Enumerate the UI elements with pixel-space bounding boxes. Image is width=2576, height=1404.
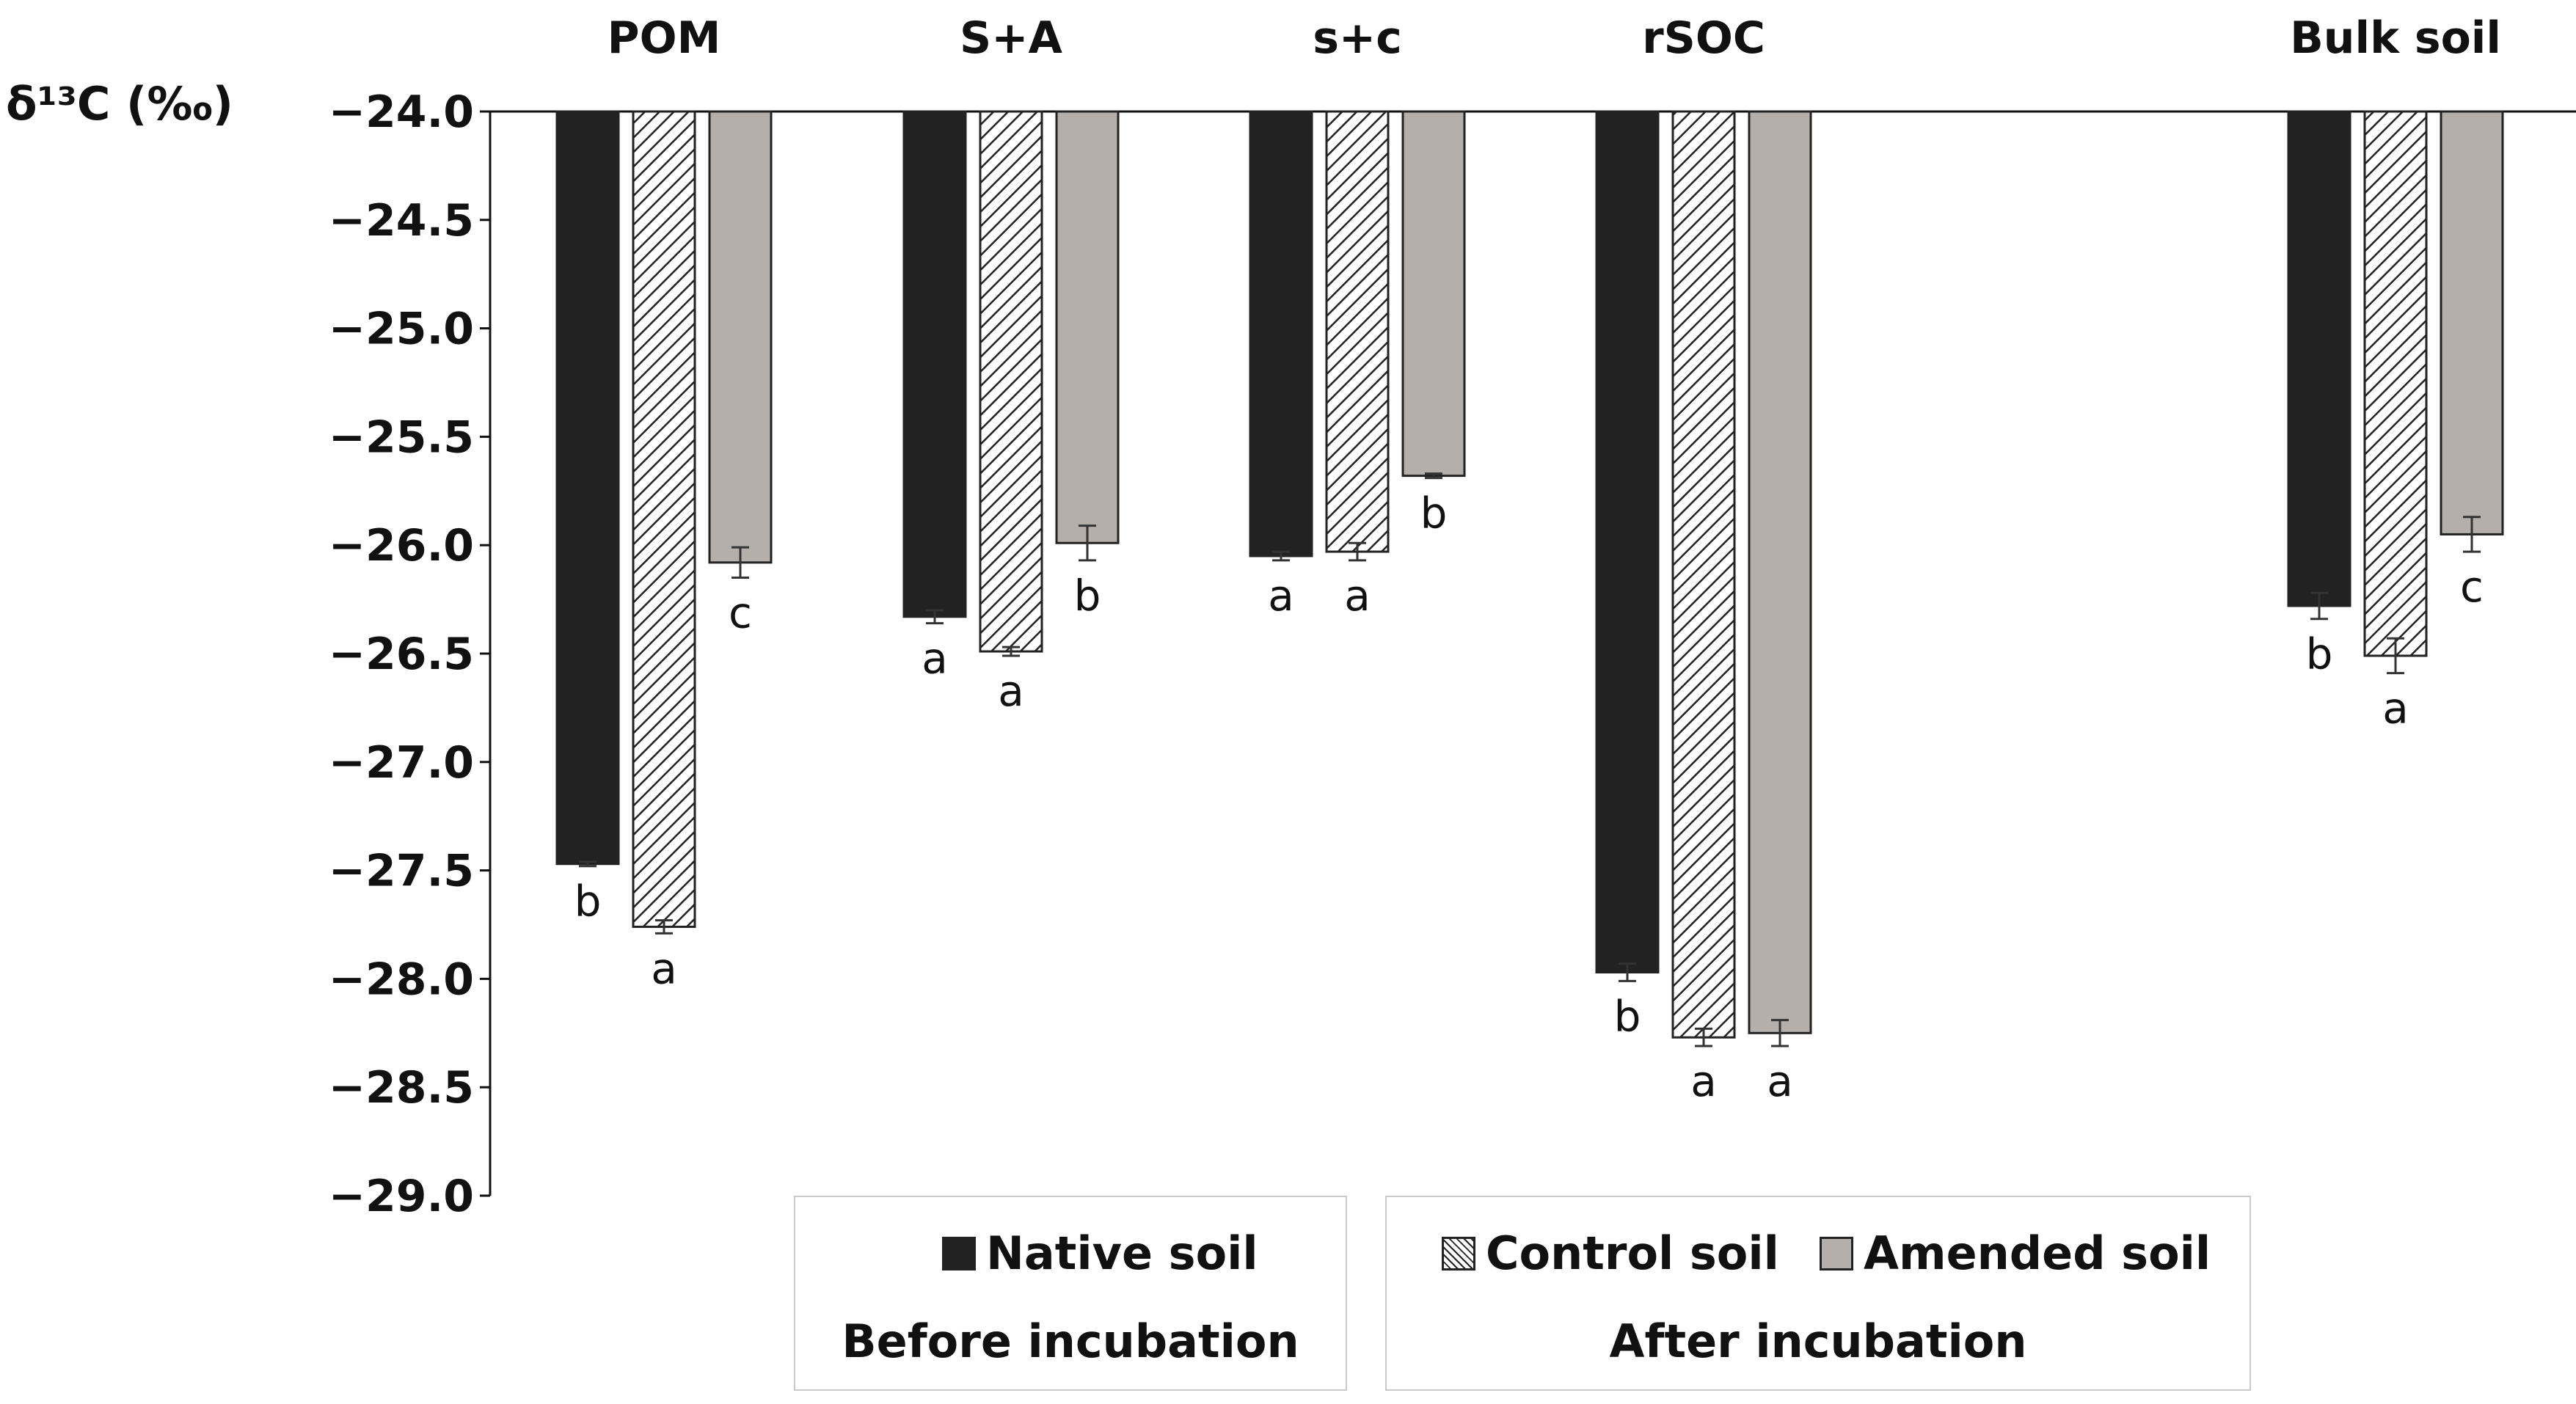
y-tick-label: −24.0 (329, 87, 474, 138)
significance-letter: b (1614, 991, 1641, 1041)
category-label: rSOC (1642, 12, 1765, 64)
bar-control (979, 110, 1043, 653)
legend-entry-native-soil: Native soil (942, 1226, 1258, 1280)
y-tick-label: −26.0 (329, 520, 474, 571)
y-tick-label: −25.0 (329, 304, 474, 355)
y-tick-label: −28.0 (329, 954, 474, 1005)
bar-amended (1748, 110, 1812, 1034)
significance-letter: a (2382, 684, 2409, 734)
native-soil-swatch (942, 1236, 976, 1270)
bar-native (1249, 110, 1313, 557)
bar-amended (1401, 110, 1466, 478)
significance-letter: c (729, 588, 752, 638)
y-tick-label: −26.5 (329, 629, 474, 680)
y-tick-label: −28.5 (329, 1062, 474, 1114)
significance-letter: b (1420, 489, 1448, 538)
category-label: S+A (960, 12, 1062, 64)
bar-native (2287, 110, 2351, 607)
significance-letter: b (574, 877, 602, 926)
legend-label: Control soil (1486, 1226, 1779, 1280)
y-axis-label: δ¹³C (‰) (6, 77, 233, 131)
bar-native (1595, 110, 1660, 974)
bar-amended (1055, 110, 1120, 544)
legend-caption-before: Before incubation (842, 1315, 1299, 1368)
amended-soil-swatch (1820, 1236, 1853, 1270)
legend-entry-control-soil: Control soil (1442, 1226, 1779, 1280)
significance-letter: a (998, 666, 1024, 716)
y-tick-label: −24.5 (329, 195, 474, 246)
significance-letter: a (1690, 1056, 1717, 1106)
legend-label: Amended soil (1864, 1226, 2211, 1280)
significance-letter: a (1268, 571, 1294, 621)
legend-label: Native soil (986, 1226, 1258, 1280)
y-tick-label: −29.0 (329, 1171, 474, 1222)
category-label: Bulk soil (2290, 12, 2501, 64)
y-tick-label: −27.0 (329, 737, 474, 789)
bar-control (2363, 110, 2428, 657)
significance-letter: a (1344, 571, 1371, 621)
bar-control (1671, 110, 1736, 1039)
bar-control (632, 110, 696, 928)
y-tick-label: −25.5 (329, 412, 474, 463)
bar-native (555, 110, 620, 866)
category-label: POM (607, 12, 721, 64)
significance-letter: a (1767, 1056, 1793, 1106)
category-label: s+c (1313, 12, 1402, 64)
bar-native (902, 110, 967, 618)
significance-letter: a (922, 634, 948, 684)
legend-entry-amended-soil: Amended soil (1820, 1226, 2211, 1280)
y-tick-label: −27.5 (329, 846, 474, 897)
legend-caption-after: After incubation (1609, 1315, 2027, 1368)
bar-control (1325, 110, 1390, 553)
significance-letter: b (1074, 571, 1101, 621)
significance-letter: c (2460, 562, 2484, 612)
significance-letter: b (2306, 629, 2333, 679)
control-soil-swatch (1442, 1236, 1475, 1270)
bar-amended (708, 110, 773, 564)
significance-letter: a (651, 943, 677, 993)
legend-before-incubation: Native soil Before incubation (794, 1196, 1347, 1391)
legend-after-incubation: Control soil Amended soil After incubati… (1385, 1196, 2251, 1391)
bar-amended (2440, 110, 2504, 535)
